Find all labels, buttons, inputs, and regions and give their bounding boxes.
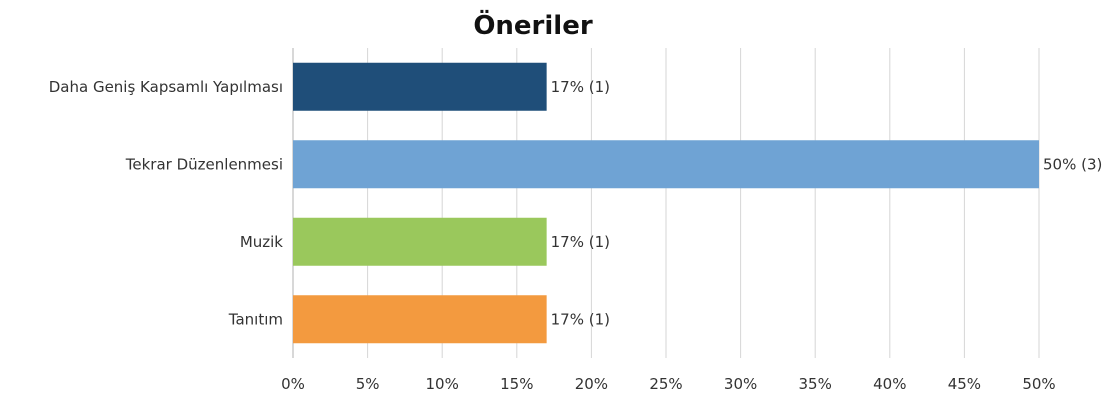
bar [293,62,547,111]
category-label: Tekrar Düzenlenmesi [125,155,283,173]
x-tick-label: 0% [281,375,305,393]
data-label: 50% (3) [1043,155,1102,173]
bar [293,217,547,266]
x-tick-label: 45% [948,375,981,393]
category-label: Muzik [240,233,283,251]
data-label: 17% (1) [551,233,610,251]
labels: Daha Geniş Kapsamlı Yapılması 17% (1) Tekr… [49,78,1103,329]
x-tick-label: 40% [873,375,906,393]
x-tick-label: 35% [799,375,832,393]
x-tick-label: 15% [500,375,533,393]
bar [293,295,547,344]
x-tick-label: 30% [724,375,757,393]
x-tick-label: 20% [575,375,608,393]
chart-title: Öneriler [473,8,593,41]
data-label: 17% (1) [551,78,610,96]
bars [293,62,1039,344]
x-axis-ticks: 0% 5% 10% 15% 20% 25% 30% 35% 40% 45% 50% [281,375,1056,393]
category-label: Daha Geniş Kapsamlı Yapılması [49,78,283,96]
category-label: Tanıtım [228,310,283,328]
x-tick-label: 10% [426,375,459,393]
data-label: 17% (1) [551,310,610,328]
x-tick-label: 5% [356,375,380,393]
x-tick-label: 50% [1022,375,1055,393]
x-tick-label: 25% [649,375,682,393]
bar [293,140,1039,189]
